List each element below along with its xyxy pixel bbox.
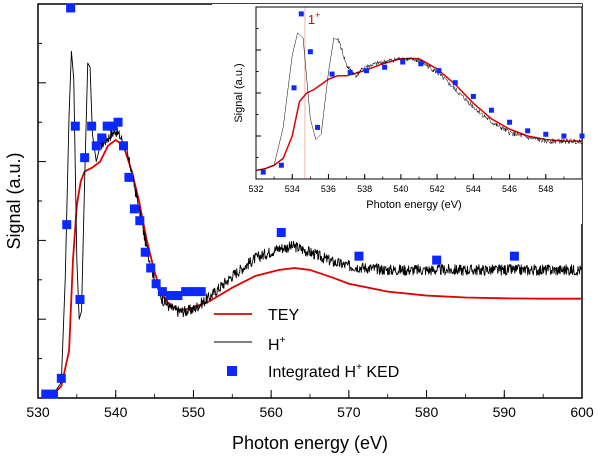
- inset-point-integrated-h-ked: [298, 11, 304, 17]
- main-point-integrated-h-ked: [56, 373, 66, 383]
- inset-point-integrated-h-ked: [347, 69, 353, 75]
- inset-point-integrated-h-ked: [418, 61, 424, 67]
- main-x-axis-label: Photon energy (eV): [232, 433, 388, 453]
- inset-point-integrated-h-ked: [329, 71, 335, 77]
- inset-point-integrated-h-ked: [400, 59, 406, 65]
- main-y-axis-label: Signal (a.u.): [4, 152, 24, 249]
- legend-label-h: H+: [268, 335, 286, 354]
- main-point-integrated-h-ked: [432, 255, 442, 265]
- inset-point-integrated-h-ked: [470, 93, 476, 99]
- main-point-integrated-h-ked: [108, 121, 118, 131]
- inset-annotation-label: 1+: [308, 10, 321, 27]
- inset-point-integrated-h-ked: [307, 49, 313, 55]
- main-point-integrated-h-ked: [75, 295, 85, 304]
- main-point-integrated-h-ked: [181, 287, 191, 297]
- main-point-integrated-h-ked: [49, 389, 59, 399]
- main-legend: TEY H+ Integrated H+ KED: [214, 307, 399, 381]
- inset-series-group: [255, 11, 585, 175]
- x-tick-label: 540: [393, 184, 408, 194]
- x-tick-label: 538: [357, 184, 372, 194]
- inset-point-integrated-h-ked: [561, 133, 567, 139]
- main-point-integrated-h-ked: [135, 216, 145, 226]
- main-point-integrated-h-ked: [151, 279, 161, 289]
- inset-x-axis-label: Photon energy (eV): [366, 199, 461, 211]
- main-series-tey: [41, 139, 582, 399]
- x-tick-label: 530: [26, 404, 50, 420]
- main-series-h: [41, 50, 583, 399]
- main-point-integrated-h-ked: [113, 117, 123, 127]
- x-tick-label: 600: [570, 404, 594, 420]
- inset-series-h: [255, 32, 583, 171]
- main-point-integrated-h-ked: [41, 389, 51, 399]
- main-point-integrated-h-ked: [124, 172, 134, 182]
- main-point-integrated-h-ked: [276, 228, 286, 238]
- main-point-integrated-h-ked: [509, 251, 519, 261]
- x-tick-label: 542: [430, 184, 445, 194]
- inset-point-integrated-h-ked: [525, 128, 531, 134]
- inset-point-integrated-h-ked: [363, 68, 369, 74]
- main-point-integrated-h-ked: [118, 141, 128, 151]
- main-point-integrated-h-ked: [165, 291, 175, 301]
- main-point-integrated-h-ked: [70, 121, 80, 131]
- x-tick-label: 546: [502, 184, 517, 194]
- inset-point-integrated-h-ked: [278, 162, 284, 168]
- main-point-integrated-h-ked: [102, 121, 112, 131]
- x-tick-label: 544: [466, 184, 481, 194]
- inset-axis-ticks: 532 534 536 538 540 542 544 546 548: [248, 6, 583, 194]
- main-point-integrated-h-ked: [87, 121, 97, 131]
- x-tick-label: 560: [259, 404, 283, 420]
- inset-point-integrated-h-ked: [382, 64, 388, 70]
- inset-point-integrated-h-ked: [543, 131, 549, 137]
- inset-point-integrated-h-ked: [291, 85, 297, 91]
- main-point-integrated-h-ked: [97, 133, 107, 143]
- main-point-integrated-h-ked: [62, 220, 72, 230]
- inset-chart: 1+ 532 534 536 538 540 542 544 546 548 Photon en…: [212, 4, 585, 224]
- legend-swatch-ked: [227, 366, 237, 376]
- x-tick-label: 548: [538, 184, 553, 194]
- x-tick-label: 550: [182, 404, 206, 420]
- main-point-integrated-h-ked: [66, 3, 76, 13]
- inset-point-integrated-h-ked: [452, 80, 458, 86]
- inset-point-integrated-h-ked: [579, 133, 585, 139]
- legend-label-tey: TEY: [268, 307, 299, 324]
- x-tick-label: 590: [493, 404, 517, 420]
- x-tick-label: 532: [248, 184, 263, 194]
- inset-y-axis-label: Signal (a.u.): [233, 63, 245, 122]
- x-tick-label: 536: [321, 184, 336, 194]
- main-point-integrated-h-ked: [354, 251, 364, 261]
- main-axis-ticks: 530 540 550 560 570 580 590 600: [26, 3, 594, 420]
- x-tick-label: 580: [415, 404, 439, 420]
- inset-point-integrated-h-ked: [507, 119, 513, 125]
- x-tick-label: 534: [285, 184, 300, 194]
- inset-point-integrated-h-ked: [488, 107, 494, 113]
- main-point-integrated-h-ked: [91, 141, 101, 151]
- inset-point-integrated-h-ked: [315, 124, 321, 130]
- main-point-integrated-h-ked: [188, 287, 198, 297]
- inset-point-integrated-h-ked: [260, 169, 266, 175]
- main-point-integrated-h-ked: [129, 204, 139, 214]
- main-point-integrated-h-ked: [196, 287, 206, 297]
- main-point-integrated-h-ked: [146, 263, 156, 273]
- legend-label-ked: Integrated H+ KED: [268, 362, 399, 381]
- inset-background: [212, 4, 582, 224]
- main-point-integrated-h-ked: [140, 247, 150, 257]
- main-point-integrated-h-ked: [173, 291, 183, 301]
- main-point-integrated-h-ked: [80, 153, 90, 163]
- x-tick-label: 540: [104, 404, 128, 420]
- inset-point-integrated-h-ked: [436, 68, 442, 74]
- main-series-group: [41, 3, 583, 399]
- x-tick-label: 570: [337, 404, 361, 420]
- main-point-integrated-h-ked: [157, 287, 167, 297]
